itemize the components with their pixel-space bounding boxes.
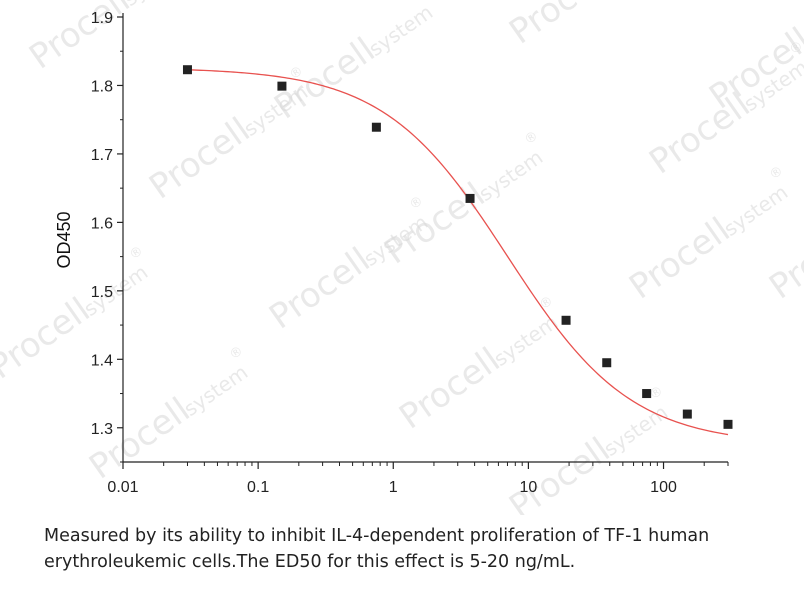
data-point xyxy=(182,65,192,75)
watermark-brand: Procell xyxy=(142,110,257,207)
data-points xyxy=(182,65,733,429)
x-tick-label: 1 xyxy=(389,479,398,496)
y-tick-label: 1.5 xyxy=(91,284,113,301)
data-point xyxy=(277,81,287,91)
data-point xyxy=(642,389,652,399)
y-tick-label: 1.4 xyxy=(91,352,113,369)
data-point xyxy=(682,409,692,419)
watermark-brand: Procell xyxy=(622,210,737,307)
caption-line-1: Measured by its ability to inhibit IL-4-… xyxy=(44,526,710,546)
y-tick-label: 1.9 xyxy=(91,10,113,27)
watermark-sub: system xyxy=(719,180,792,241)
watermark-mark: ® xyxy=(537,293,556,313)
data-point xyxy=(371,122,381,132)
caption-line-2: erythroleukemic cells.The ED50 for this … xyxy=(44,552,576,572)
data-point xyxy=(561,315,571,325)
y-tick-label: 1.8 xyxy=(91,78,113,95)
watermark-mark: ® xyxy=(522,128,541,148)
watermark-brand: Procell xyxy=(262,240,377,337)
figure-caption: Measured by its ability to inhibit IL-4-… xyxy=(44,523,784,575)
data-point xyxy=(465,193,475,203)
watermark-sub: system xyxy=(474,145,547,206)
tick-labels: 1.3 1.4 1.5 1.6 1.7 1.8 1.9 0.01 0.1 1 10 100 xyxy=(91,10,677,496)
watermark-mark: ® xyxy=(787,38,804,58)
y-tick-label: 1.6 xyxy=(91,215,113,232)
fit-curve xyxy=(187,69,729,436)
watermark-sub: system xyxy=(179,360,252,421)
data-point xyxy=(602,358,612,368)
watermark-brand: Procell xyxy=(22,0,137,77)
watermark-layer: Procellsystem®Procellsystem®Procellsyste… xyxy=(0,0,804,515)
watermark-brand: Procell xyxy=(502,0,617,52)
x-tick-label: 0.1 xyxy=(247,479,269,496)
watermark-mark: ® xyxy=(127,243,146,263)
y-tick-label: 1.3 xyxy=(91,421,113,438)
watermark-mark: ® xyxy=(412,0,431,3)
watermark-sub: system xyxy=(599,400,672,461)
chart: Procellsystem®Procellsystem®Procellsyste… xyxy=(0,0,804,515)
data-point xyxy=(723,419,733,429)
y-tick-label: 1.7 xyxy=(91,147,113,164)
watermark-mark: ® xyxy=(767,163,786,183)
watermark-mark: ® xyxy=(227,343,246,363)
x-tick-label: 0.01 xyxy=(107,479,138,496)
fit-line xyxy=(187,69,729,436)
watermark-sub: system xyxy=(364,0,437,61)
x-tick-label: 100 xyxy=(650,479,677,496)
x-tick-label: 10 xyxy=(519,479,537,496)
watermark-sub: system xyxy=(489,310,562,371)
watermark-brand: Procell xyxy=(392,340,507,437)
y-axis-title: OD450 xyxy=(54,211,74,268)
watermark-brand: Procell xyxy=(762,210,804,307)
axes xyxy=(117,13,729,469)
watermark-brand: Procell xyxy=(377,175,492,272)
watermark-brand: Procell xyxy=(82,390,197,487)
